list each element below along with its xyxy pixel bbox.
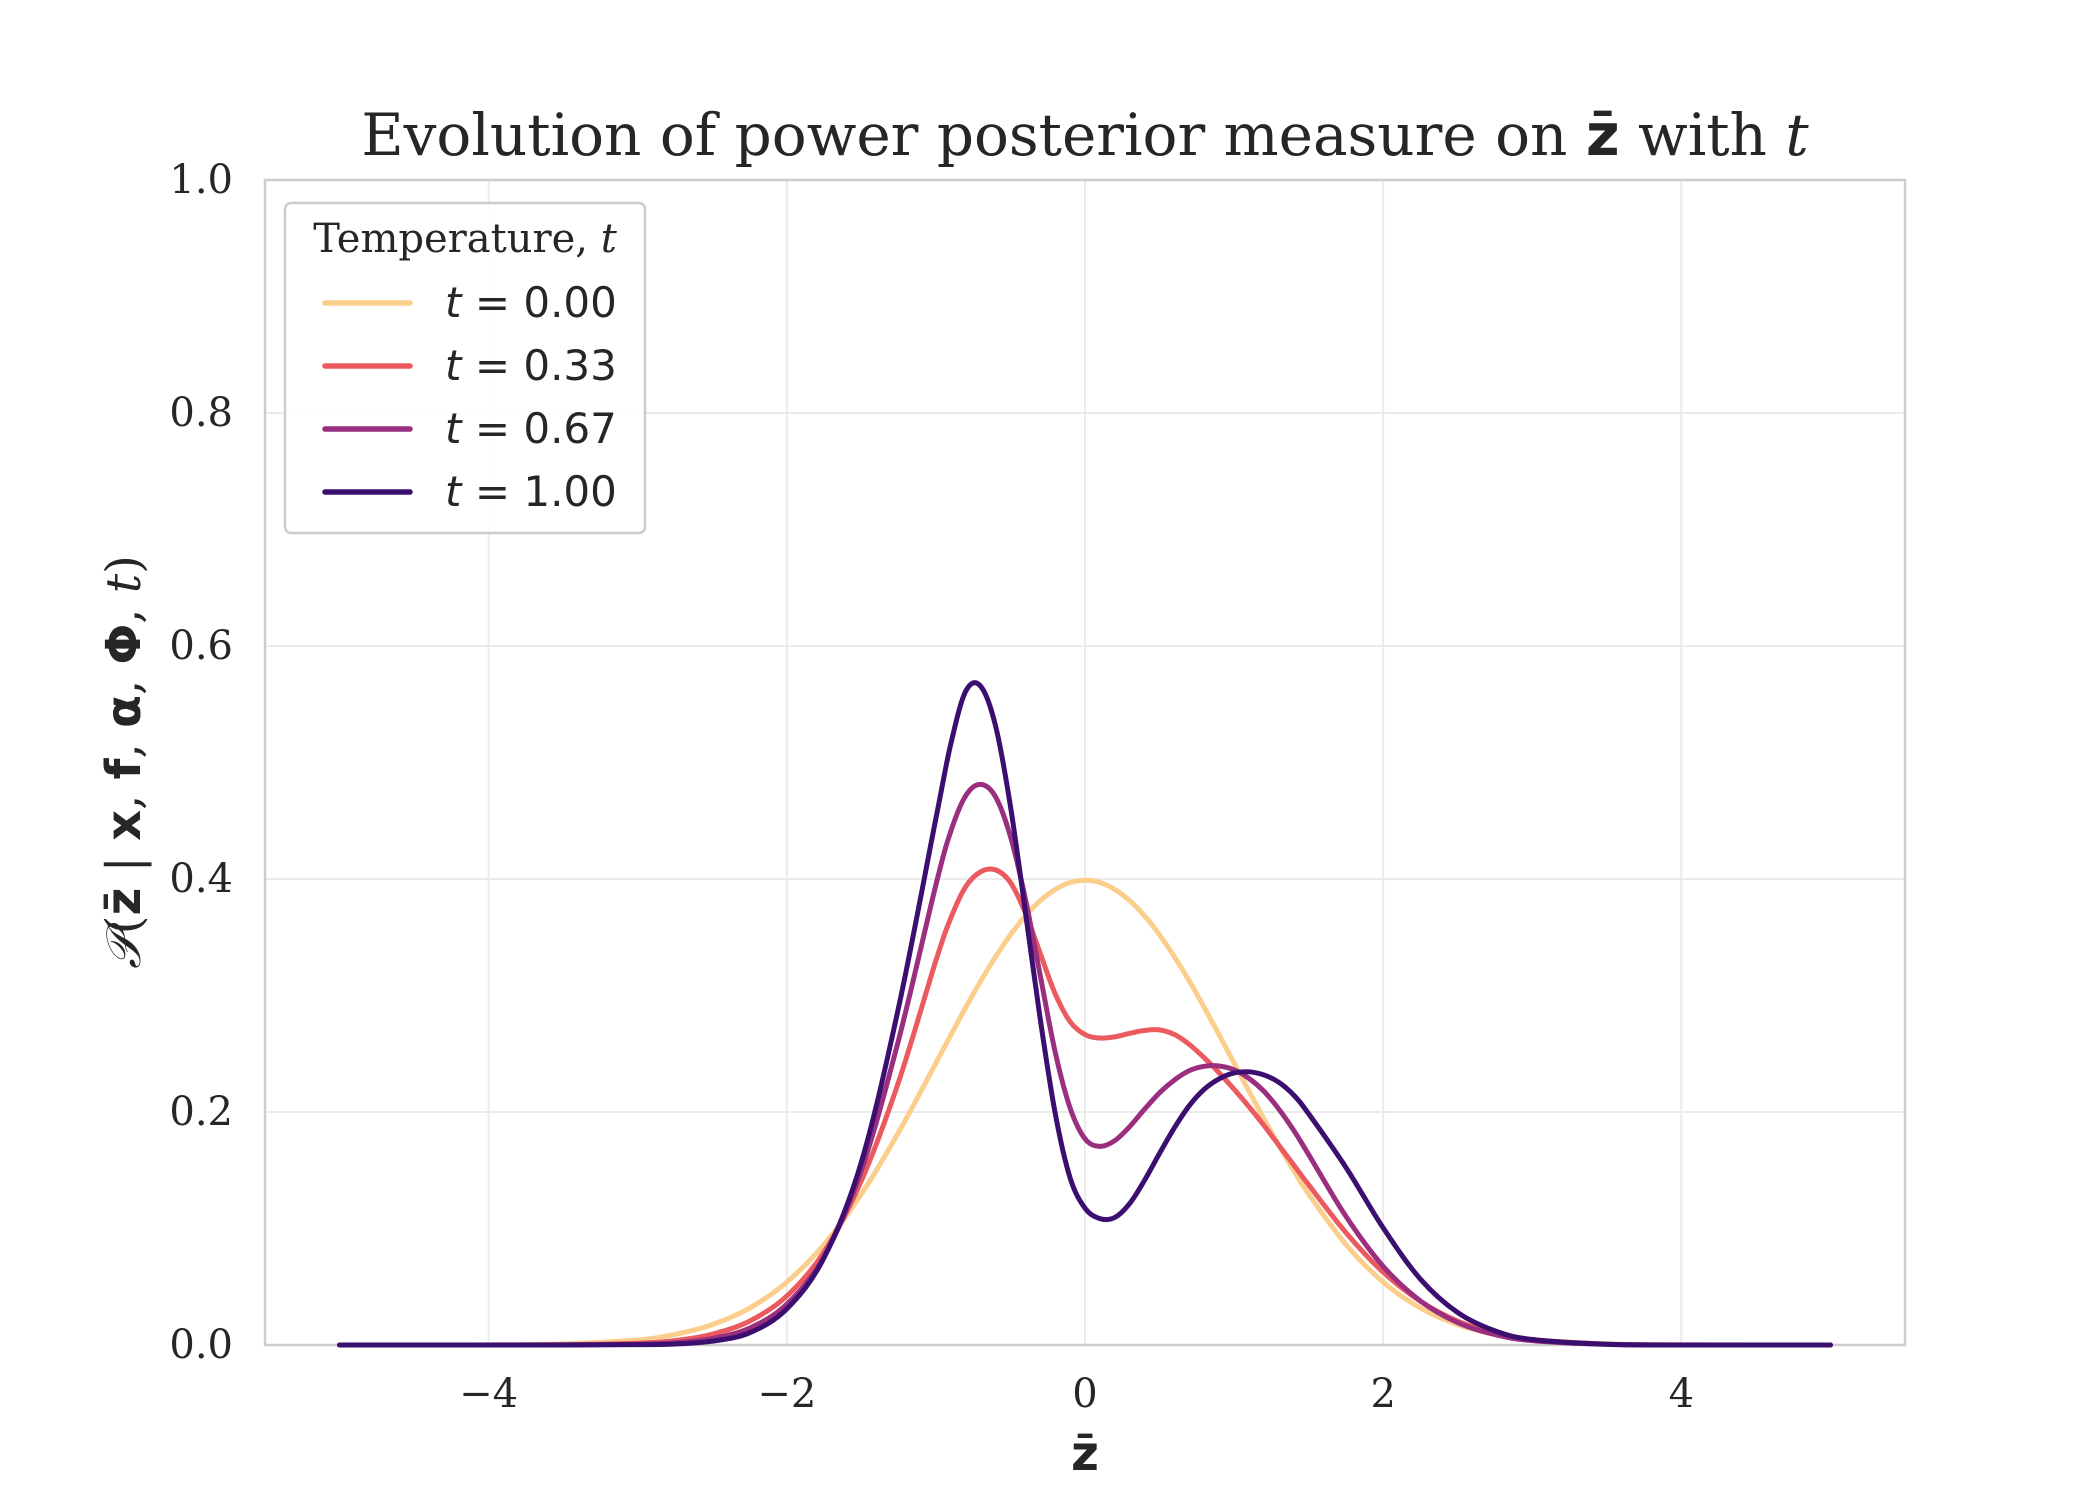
series-line-1: [337, 866, 1833, 1348]
legend-label: t = 0.67: [445, 404, 617, 453]
legend: Temperature, t t = 0.00t = 0.33t = 0.67t…: [283, 201, 647, 535]
series-lines: [337, 680, 1833, 1348]
x-tick-label: 2: [1370, 1371, 1395, 1417]
y-tick-label: 0.2: [169, 1089, 233, 1135]
series-line-3: [337, 680, 1833, 1348]
chart-title: Evolution of power posterior measure on …: [361, 101, 1809, 169]
x-tick-label: 0: [1072, 1371, 1097, 1417]
tick-labels: −4 −2 0 2 4 0.0 0.2 0.4 0.6 0.8 1.0: [169, 157, 1694, 1417]
y-tick-label: 1.0: [169, 157, 233, 203]
x-tick-label: 4: [1669, 1371, 1694, 1417]
series-line-2: [337, 781, 1833, 1348]
x-tick-label: −2: [757, 1371, 816, 1417]
legend-label: t = 0.00: [445, 278, 617, 327]
legend-entries: t = 0.00 t = 0.33 t = 0.67 t = 1.00: [322, 278, 617, 516]
series-line-0: [337, 877, 1833, 1348]
y-tick-label: 0.8: [169, 390, 233, 436]
y-tick-label: 0.4: [169, 856, 233, 902]
x-axis-label: z̄: [1071, 1426, 1099, 1482]
x-tick-label: −4: [459, 1371, 518, 1417]
y-tick-label: 0.6: [169, 623, 233, 669]
plot-frame: [263, 178, 1907, 1347]
y-axis-label: 𝒫(z̄ | x, f, α, Φ, t): [96, 555, 152, 969]
legend-title: Temperature, t: [313, 216, 617, 262]
legend-label: t = 1.00: [445, 467, 617, 516]
legend-box: [283, 201, 647, 535]
y-tick-label: 0.0: [169, 1322, 233, 1368]
legend-label: t = 0.33: [445, 341, 617, 390]
